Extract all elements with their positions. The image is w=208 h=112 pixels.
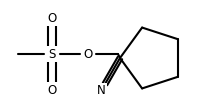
Text: O: O bbox=[47, 12, 57, 25]
Text: S: S bbox=[48, 47, 56, 60]
Text: O: O bbox=[83, 47, 93, 60]
Text: N: N bbox=[97, 84, 105, 97]
Text: O: O bbox=[47, 84, 57, 97]
